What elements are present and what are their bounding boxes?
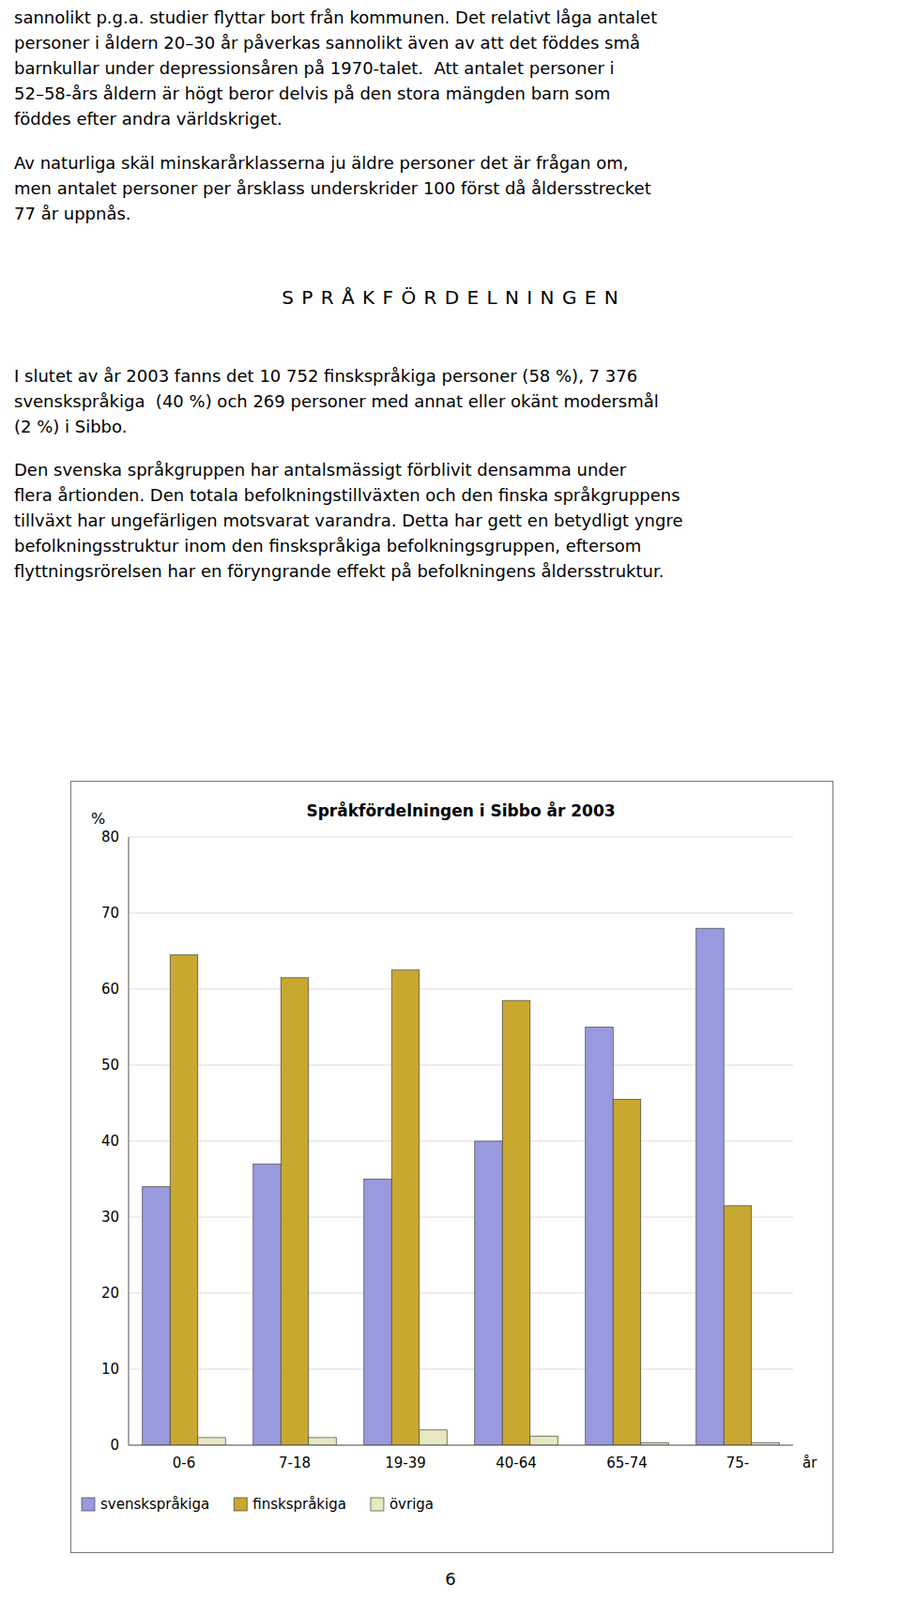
bar (364, 1179, 393, 1447)
legend-swatch (233, 1497, 247, 1512)
paragraph-line: sannolikt p.g.a. studier flyttar bort fr… (14, 7, 657, 29)
paragraph-line: (2 %) i Sibbo. (14, 416, 127, 438)
bar (723, 1206, 752, 1446)
grid-line (128, 1369, 794, 1371)
grid-line (128, 913, 794, 915)
x-tick-label: 65-74 (606, 1454, 648, 1472)
bar (253, 1163, 282, 1446)
chart-frame (71, 781, 834, 1554)
x-tick-label: 40-64 (495, 1454, 537, 1472)
bar (419, 1430, 448, 1446)
y-tick-label: 60 (101, 980, 120, 998)
bar (530, 1435, 559, 1446)
y-axis-label: % (91, 809, 106, 828)
y-tick-label: 20 (101, 1284, 120, 1302)
x-tick-label: 7-18 (278, 1454, 311, 1472)
x-axis (128, 1445, 794, 1447)
bar (502, 1000, 531, 1446)
paragraph-line: 77 år uppnås. (14, 203, 132, 225)
bar (391, 970, 420, 1446)
paragraph-line: personer i åldern 20–30 år påverkas sann… (14, 32, 641, 54)
bar (308, 1437, 337, 1446)
grid-line (128, 1217, 794, 1219)
y-tick-label: 40 (101, 1132, 120, 1150)
paragraph-line: Av naturliga skäl minskarårklasserna ju … (14, 152, 629, 174)
legend-swatch (81, 1497, 95, 1512)
bar (142, 1187, 171, 1446)
paragraph-line: befolkningsstruktur inom den finskspråki… (14, 535, 642, 557)
x-tick-label: 75- (726, 1454, 750, 1472)
paragraph-line: Den svenska språkgruppen har antalsmässi… (14, 459, 627, 481)
chart: Språkfördelningen i Sibbo år 2003% 0 10 20 3… (70, 780, 834, 1554)
grid (128, 837, 794, 1446)
paragraph-line: 52–58-års åldern är högt beror delvis på… (14, 83, 611, 105)
bar (474, 1141, 504, 1446)
chart-title: Språkfördelningen i Sibbo år 2003 (305, 800, 615, 821)
y-tick-label: 30 (101, 1208, 120, 1226)
grid-line (128, 837, 794, 839)
grid-line (128, 1293, 794, 1295)
grid-line (128, 1141, 794, 1143)
x-axis-label: år (802, 1454, 818, 1472)
paragraph-line: föddes efter andra världskriget. (14, 108, 283, 130)
y-tick-label: 50 (101, 1056, 120, 1074)
bar (169, 955, 199, 1446)
legend: svenskspråkiga finskspråkiga övriga (81, 1496, 434, 1513)
legend-label: övriga (389, 1496, 434, 1513)
bar (280, 977, 309, 1446)
x-tick-label: 19-39 (384, 1454, 427, 1472)
page-number: 6 (0, 1569, 901, 1589)
grid-line (128, 989, 794, 991)
paragraph-line: I slutet av år 2003 fanns det 10 752 fin… (14, 366, 638, 387)
bar (696, 928, 725, 1446)
paragraph-line: flyttningsrörelsen har en föryngrande ef… (14, 561, 664, 582)
paragraph-line: barnkullar under depressionsåren på 1970… (14, 58, 615, 79)
paragraph-line: tillväxt har ungefärligen motsvarat vara… (14, 510, 683, 532)
bar (585, 1027, 614, 1447)
bar (198, 1437, 227, 1446)
y-tick-label: 10 (101, 1360, 120, 1378)
section-heading: S P R Å K F Ö R D E L N I N G E N (0, 286, 901, 309)
paragraph-line: svenskspråkiga (40 %) och 269 personer m… (14, 391, 659, 413)
paragraph-line: men antalet personer per årsklass unders… (14, 178, 652, 199)
y-tick-label: 80 (101, 828, 120, 846)
bar (612, 1099, 642, 1446)
paragraph-line: flera årtionden. Den totala befolkningst… (14, 485, 681, 506)
page: sannolikt p.g.a. studier flyttar bort fr… (0, 0, 901, 1600)
legend-label: finskspråkiga (252, 1496, 347, 1513)
grid-line (128, 1445, 794, 1447)
legend-label: svenskspråkiga (100, 1496, 210, 1513)
x-tick-label: 0-6 (172, 1454, 197, 1472)
legend-swatch (370, 1497, 384, 1512)
y-tick-label: 70 (101, 904, 120, 922)
y-tick-label: 0 (109, 1436, 120, 1454)
bars (142, 928, 780, 1446)
y-axis (128, 837, 130, 1446)
grid-line (128, 1065, 794, 1067)
